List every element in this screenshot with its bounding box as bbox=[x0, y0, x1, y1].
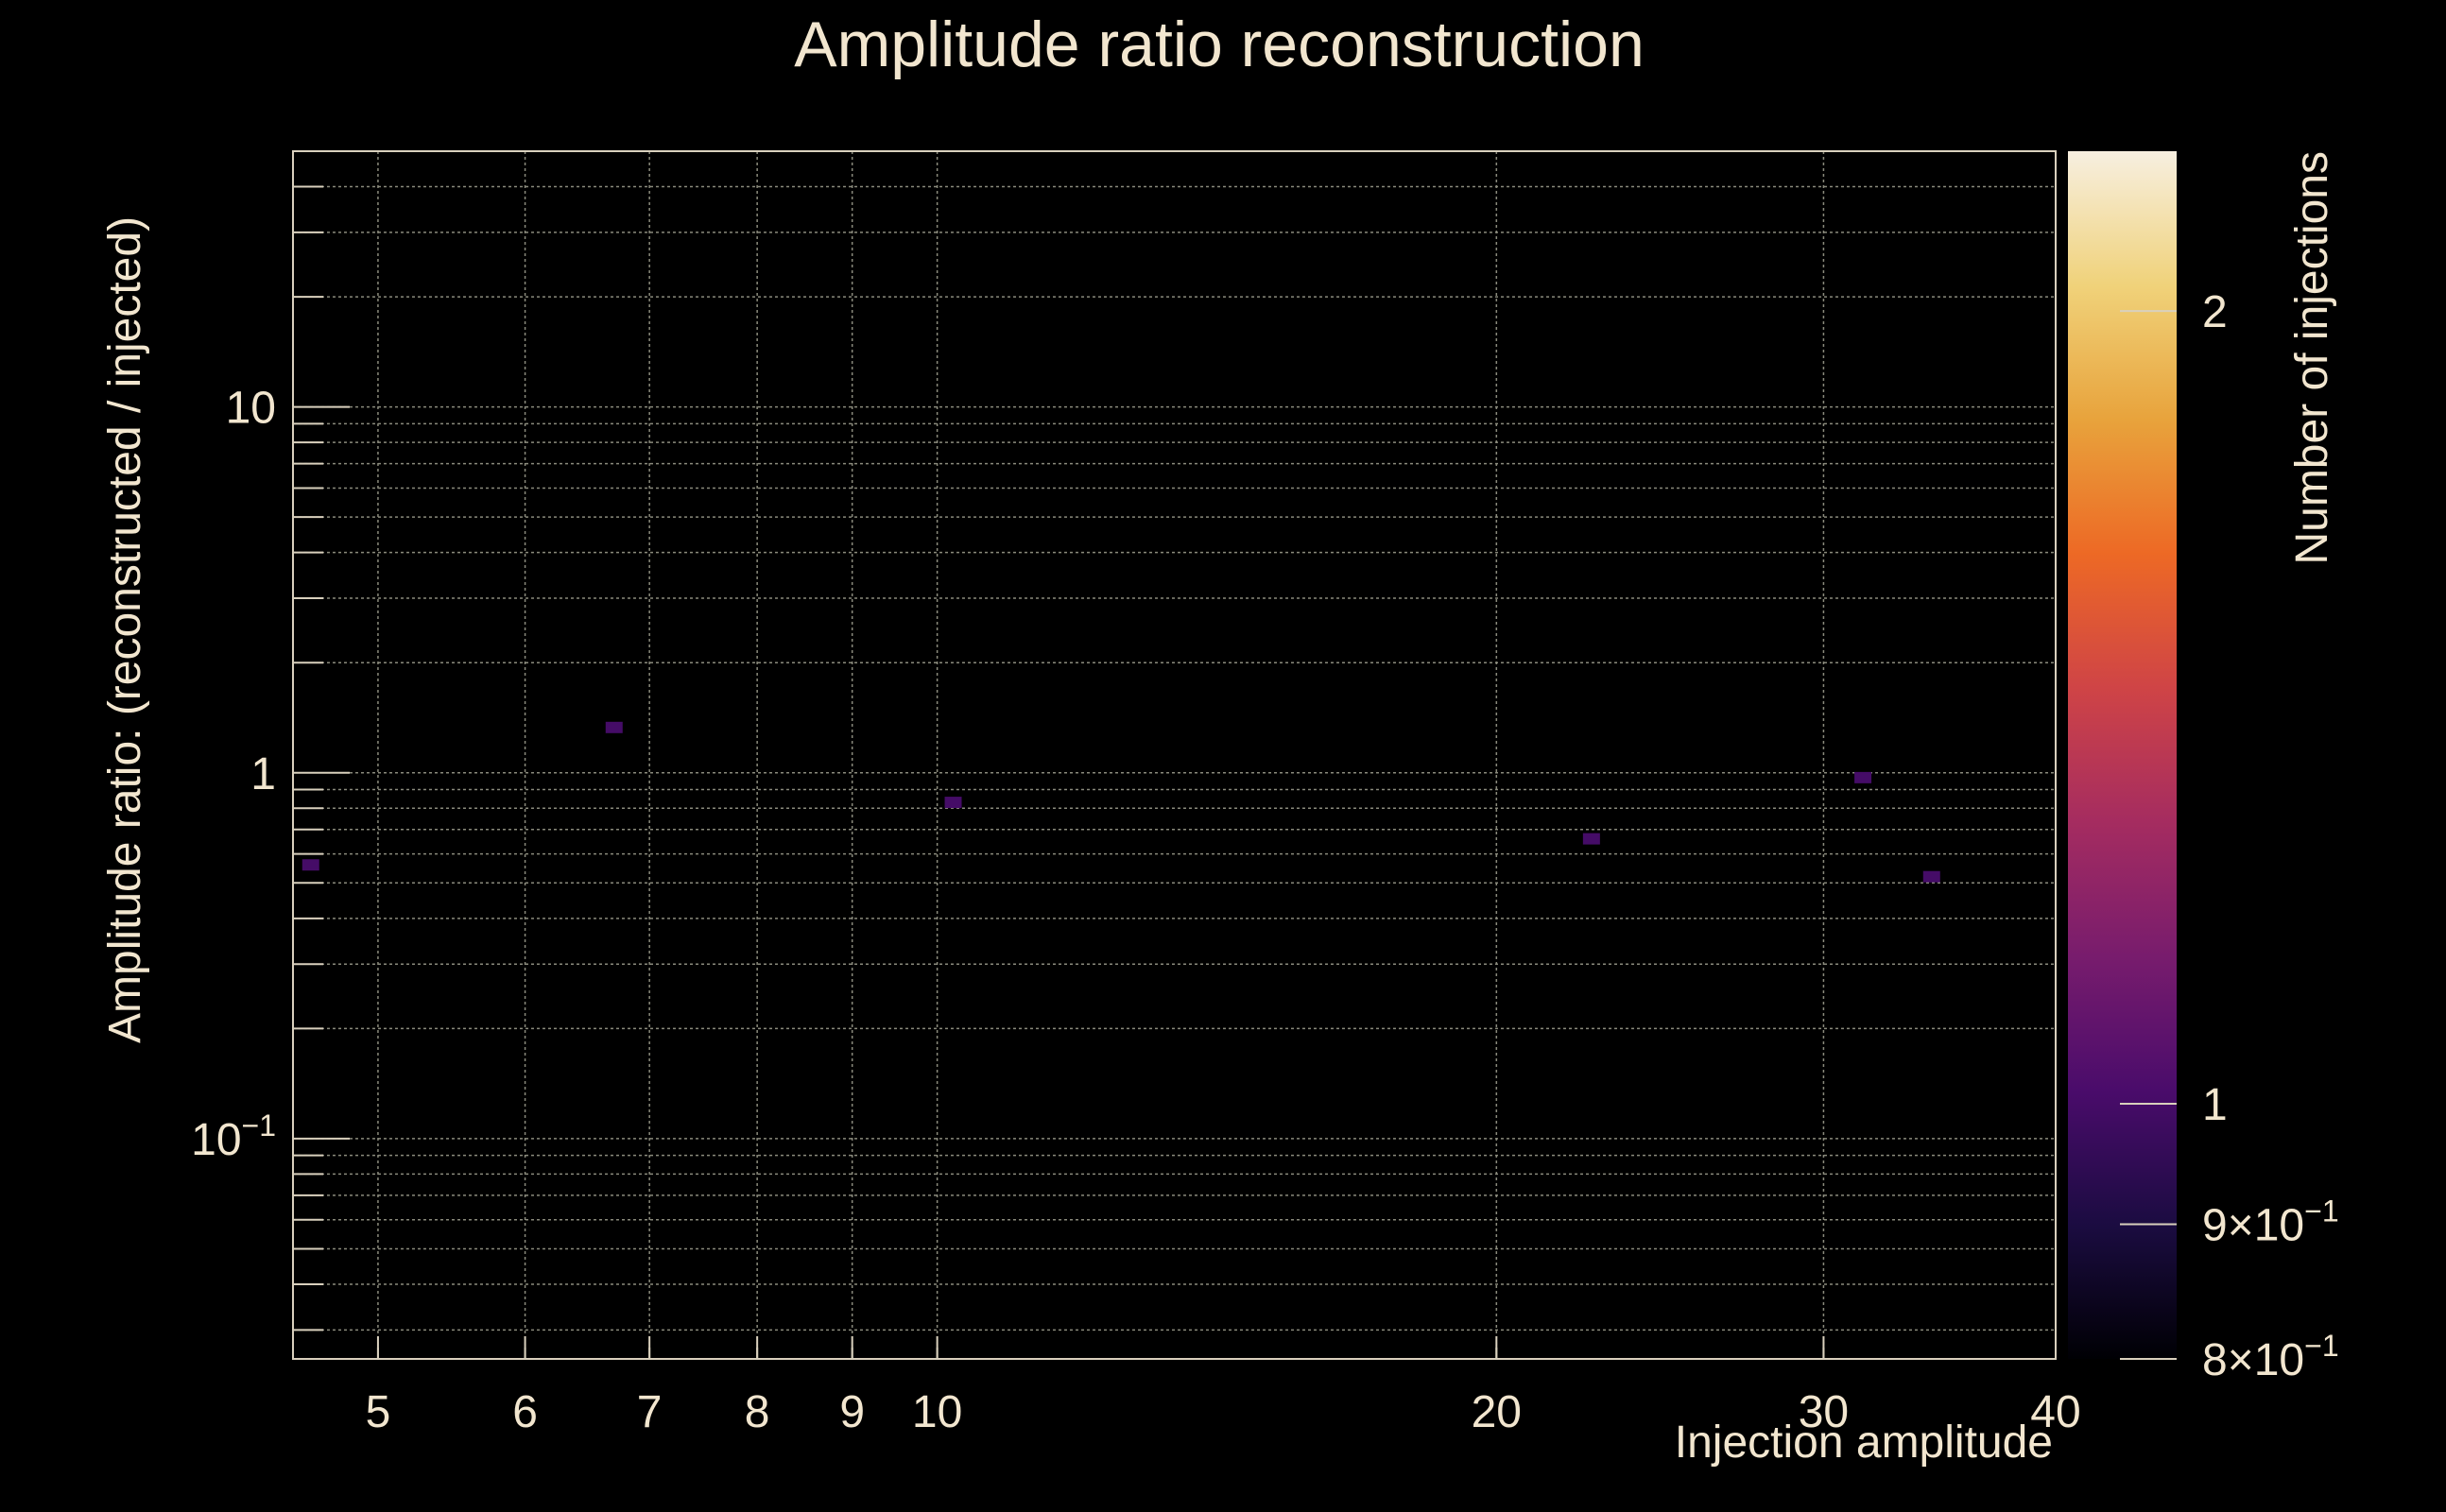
colorbar bbox=[2068, 151, 2177, 1359]
y-tick-label: 1 bbox=[250, 749, 276, 799]
heatmap-cell bbox=[605, 721, 623, 733]
heatmap-cell bbox=[1854, 771, 1872, 783]
y-axis-label: Amplitude ratio: (reconstructed / inject… bbox=[100, 216, 150, 1043]
chart-title: Amplitude ratio reconstruction bbox=[794, 9, 1645, 80]
heatmap-cell bbox=[1582, 833, 1600, 845]
x-tick-label: 8 bbox=[745, 1387, 770, 1437]
x-tick-label: 20 bbox=[1472, 1387, 1522, 1437]
colorbar-axis: 8×10−1 9×10−1 1 2 bbox=[2120, 287, 2339, 1385]
heatmap-cell bbox=[301, 859, 319, 871]
x-tick-label: 40 bbox=[2030, 1387, 2080, 1437]
x-axis-label: Injection amplitude bbox=[1675, 1418, 2053, 1468]
x-tick-label: 9 bbox=[839, 1387, 865, 1437]
colorbar-tick-label: 2 bbox=[2202, 287, 2228, 337]
plot-frame bbox=[292, 150, 2057, 1360]
colorbar-label: Number of injections bbox=[2287, 151, 2337, 565]
heatmap-cell bbox=[1922, 870, 1940, 883]
heatmap-cell bbox=[944, 797, 962, 809]
colorbar-tick-label: 8×10−1 bbox=[2202, 1329, 2339, 1385]
data-cells bbox=[301, 721, 1940, 883]
y-tick-label: 10−1 bbox=[191, 1108, 276, 1165]
x-tick-label: 5 bbox=[366, 1387, 391, 1437]
x-axis: 5 6 7 8 9 10 20 30 40 bbox=[366, 1336, 2081, 1437]
x-tick-label: 7 bbox=[637, 1387, 663, 1437]
x-tick-label: 30 bbox=[1799, 1387, 1849, 1437]
x-tick-label: 10 bbox=[912, 1387, 962, 1437]
colorbar-tick-label: 1 bbox=[2202, 1080, 2228, 1130]
x-tick-label: 6 bbox=[512, 1387, 538, 1437]
colorbar-tick-label: 9×10−1 bbox=[2202, 1194, 2339, 1250]
y-tick-label: 10 bbox=[226, 384, 276, 434]
y-axis: 10−1 1 10 bbox=[191, 150, 350, 1332]
